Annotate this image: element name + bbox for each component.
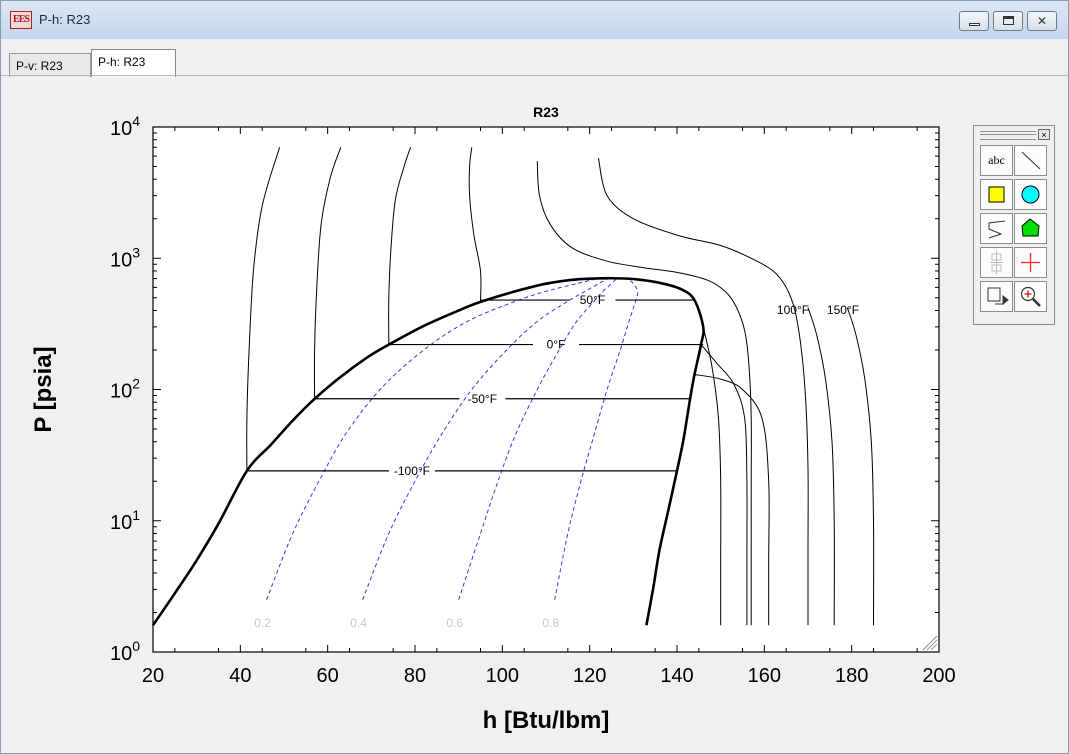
saturated-vapor-line [607, 276, 705, 626]
quality-label: 0.8 [542, 616, 559, 630]
y-tick-label: 104 [110, 113, 140, 140]
zoom-tool-button[interactable] [1014, 281, 1047, 312]
restore-button[interactable] [993, 11, 1023, 31]
yellow-square-icon [988, 186, 1005, 203]
x-tick-label: 120 [573, 665, 606, 687]
x-tick-label: 180 [835, 665, 868, 687]
text-abc-icon: abc [988, 153, 1005, 167]
window-title: P-h: R23 [39, 12, 91, 27]
isotherm-label-100f: 100°F [777, 303, 809, 317]
quality-label: 0.2 [254, 616, 271, 630]
isotherm-line [700, 344, 748, 626]
title-bar[interactable]: EES P-h: R23 ✕ [1, 1, 1068, 39]
quality-line [554, 279, 639, 600]
isotherm-line [702, 326, 722, 626]
tab-pv-r23[interactable]: P-v: R23 [9, 53, 91, 77]
toolbox-close-button[interactable]: × [1038, 129, 1050, 140]
x-tick-label: 200 [922, 665, 955, 687]
isotherm-line [846, 307, 875, 626]
chart-title: R23 [533, 104, 559, 120]
y-axis-label: P [psia] [30, 346, 57, 432]
minimize-button[interactable] [959, 11, 989, 31]
minimize-icon [969, 23, 980, 26]
isotherm-line [694, 374, 770, 626]
x-tick-label: 160 [748, 665, 781, 687]
line-icon [1021, 151, 1041, 170]
quality-label: 0.6 [446, 616, 463, 630]
isotherm-label: 50°F [580, 293, 605, 307]
align-tool-button[interactable] [980, 247, 1013, 278]
tab-strip: P-v: R23 P-h: R23 [1, 46, 1068, 77]
tab-divider [1, 75, 1068, 76]
polyline-tool-button[interactable] [980, 213, 1013, 244]
y-tick-label: 100 [110, 638, 140, 665]
close-icon: ✕ [1036, 14, 1048, 28]
isotherm-line [536, 161, 752, 626]
crosshair-tool-button[interactable] [1014, 247, 1047, 278]
polygon-tool-button[interactable] [1014, 213, 1047, 244]
x-tick-label: 60 [317, 665, 339, 687]
drawing-toolbox: × abc [973, 125, 1055, 325]
isotherm-line [246, 147, 281, 471]
y-tick-label: 102 [110, 376, 140, 403]
plot-area [153, 127, 939, 652]
isotherm-line [597, 157, 809, 626]
isotherm-label-150f: 150°F [827, 303, 859, 317]
quality-line [266, 278, 595, 600]
resize-grip-icon [926, 639, 938, 651]
quality-line [362, 278, 608, 600]
isotherm-line [807, 307, 835, 626]
isotherm-line [388, 147, 412, 345]
ees-app-icon: EES [10, 11, 32, 29]
quality-label: 0.4 [350, 616, 367, 630]
export-icon [987, 287, 1009, 306]
rectangle-tool-button[interactable] [980, 179, 1013, 210]
red-crosshair-icon [1021, 253, 1040, 272]
green-polygon-icon [1021, 218, 1040, 237]
isotherm-line [468, 147, 482, 302]
y-tick-label: 103 [110, 244, 140, 271]
saturated-liquid-line [151, 276, 608, 626]
toolbox-grip[interactable] [980, 131, 1036, 140]
x-tick-label: 80 [404, 665, 426, 687]
ellipse-tool-button[interactable] [1014, 179, 1047, 210]
resize-grip-icon [922, 635, 938, 651]
x-tick-label: 40 [229, 665, 251, 687]
x-tick-label: 100 [486, 665, 519, 687]
quality-line [458, 279, 617, 600]
restore-icon [1003, 16, 1014, 25]
align-icon [990, 251, 1003, 274]
isotherm-label: -100°F [394, 464, 430, 478]
text-tool-button[interactable]: abc [980, 145, 1013, 176]
isotherm-label: -50°F [468, 392, 497, 406]
x-tick-label: 140 [660, 665, 693, 687]
polyline-icon [988, 220, 1006, 239]
isotherm-label: 0°F [547, 338, 566, 352]
x-axis-label: h [Btu/lbm] [483, 707, 610, 734]
resize-grip-icon [930, 643, 938, 651]
tab-ph-r23[interactable]: P-h: R23 [91, 49, 176, 77]
x-tick-label: 20 [142, 665, 164, 687]
export-tool-button[interactable] [980, 281, 1013, 312]
line-tool-button[interactable] [1014, 145, 1047, 176]
isotherm-line [313, 147, 342, 399]
zoom-icon [1020, 286, 1041, 307]
close-button[interactable]: ✕ [1027, 11, 1057, 31]
cyan-circle-icon [1021, 185, 1040, 204]
y-tick-label: 101 [110, 507, 140, 534]
